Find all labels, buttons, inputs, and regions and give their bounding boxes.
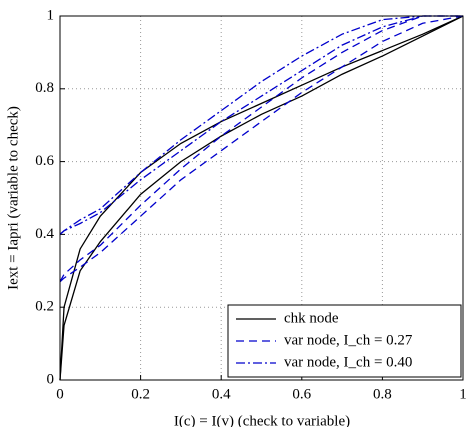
y-tick-label: 0.6: [35, 153, 54, 169]
curve: [59, 15, 463, 283]
legend-label: chk node: [284, 310, 339, 326]
curve: [59, 15, 464, 283]
y-tick-label: 0.2: [35, 299, 54, 315]
x-tick-label: 1: [459, 386, 467, 402]
plot-frame: [59, 15, 464, 381]
x-tick-label: 0.2: [131, 386, 150, 402]
y-tick-label: 0: [47, 371, 55, 387]
legend-label: var node, I_ch = 0.40: [284, 354, 412, 370]
curve: [59, 15, 463, 235]
x-tick-label: 0: [56, 386, 64, 402]
y-tick-label: 0.8: [35, 80, 54, 96]
legend-label: var node, I_ch = 0.27: [284, 332, 413, 348]
x-tick-label: 0.8: [373, 386, 392, 402]
curve: [59, 15, 463, 235]
x-axis-label: I(c) = I(v) (check to variable): [174, 413, 350, 427]
x-tick-label: 0.4: [212, 386, 231, 402]
curve: [59, 15, 464, 381]
x-tick-label: 0.6: [292, 386, 311, 402]
y-tick-label: 0.4: [35, 226, 54, 242]
y-axis-label: Iext = Iapri (variable to check): [5, 106, 21, 290]
curve: [59, 15, 464, 381]
y-tick-label: 1: [47, 7, 55, 23]
